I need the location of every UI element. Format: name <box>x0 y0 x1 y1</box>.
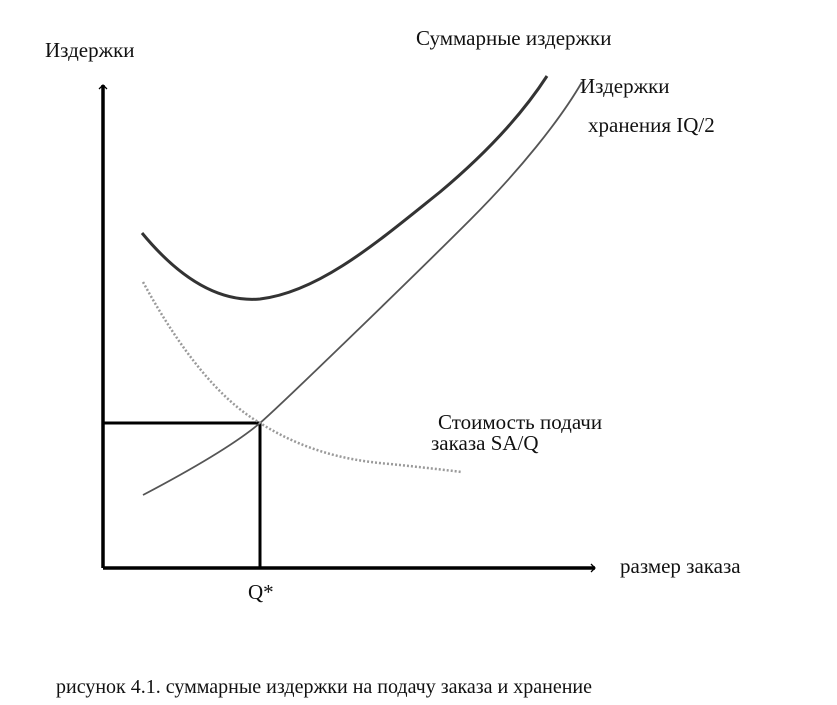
x-axis-label: размер заказа <box>620 554 741 578</box>
ordering-cost-label-line1: Стоимость подачи <box>438 410 603 434</box>
figure-caption: рисунок 4.1. суммарные издержки на подач… <box>56 676 592 698</box>
ordering-cost-label-line2: заказа SA/Q <box>431 431 539 455</box>
ordering-cost-curve <box>141 281 463 474</box>
optimum-quantity-label: Q* <box>248 580 274 604</box>
total-cost-label: Суммарные издержки <box>416 26 612 50</box>
y-axis-label: Издержки <box>45 38 135 62</box>
holding-cost-curve <box>142 81 583 496</box>
optimum-guide-lines <box>103 421 262 568</box>
holding-cost-label-line1: Издержки <box>580 74 670 98</box>
total-cost-curve <box>140 75 549 301</box>
holding-cost-label-line2: хранения IQ/2 <box>588 113 715 137</box>
